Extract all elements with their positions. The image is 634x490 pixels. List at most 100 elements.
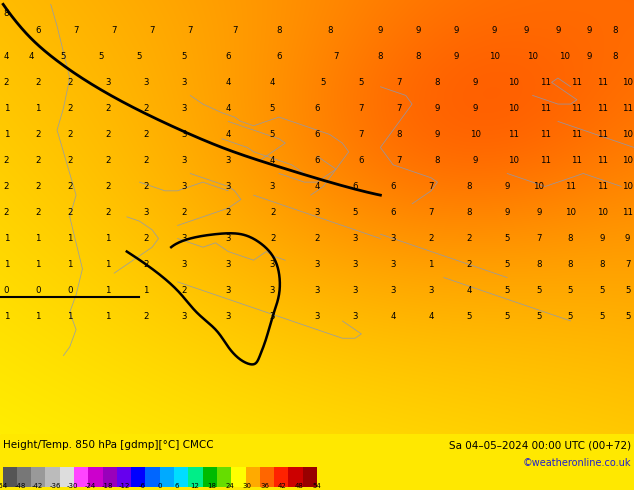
Text: 1: 1 bbox=[36, 234, 41, 243]
Text: 11: 11 bbox=[597, 130, 608, 139]
Text: 3: 3 bbox=[391, 286, 396, 295]
Text: 7: 7 bbox=[397, 104, 402, 113]
Text: 2: 2 bbox=[270, 234, 275, 243]
Text: 6: 6 bbox=[314, 104, 320, 113]
Text: 3: 3 bbox=[226, 182, 231, 191]
Text: 3: 3 bbox=[270, 260, 275, 269]
Text: 2: 2 bbox=[67, 130, 72, 139]
Text: -24: -24 bbox=[84, 483, 96, 489]
Text: 10: 10 bbox=[559, 52, 570, 61]
Text: 1: 1 bbox=[4, 260, 9, 269]
Text: 5: 5 bbox=[505, 260, 510, 269]
Text: 9: 9 bbox=[454, 52, 459, 61]
Bar bbox=[131, 467, 145, 487]
Bar bbox=[203, 467, 217, 487]
Text: 48: 48 bbox=[295, 483, 304, 489]
Text: 3: 3 bbox=[314, 286, 320, 295]
Text: 2: 2 bbox=[36, 130, 41, 139]
Text: 3: 3 bbox=[181, 234, 186, 243]
Text: 2: 2 bbox=[105, 104, 110, 113]
Text: 5: 5 bbox=[505, 286, 510, 295]
Bar bbox=[174, 467, 188, 487]
Text: 1: 1 bbox=[4, 104, 9, 113]
Text: 5: 5 bbox=[600, 312, 605, 321]
Text: 4: 4 bbox=[226, 78, 231, 87]
Bar bbox=[3, 467, 17, 487]
Text: 5: 5 bbox=[99, 52, 104, 61]
Text: 12: 12 bbox=[190, 483, 199, 489]
Text: Sa 04–05–2024 00:00 UTC (00+72): Sa 04–05–2024 00:00 UTC (00+72) bbox=[450, 441, 631, 450]
Text: 8: 8 bbox=[568, 260, 573, 269]
Text: 7: 7 bbox=[397, 78, 402, 87]
Text: 5: 5 bbox=[321, 78, 326, 87]
Bar bbox=[188, 467, 203, 487]
Text: 5: 5 bbox=[270, 130, 275, 139]
Text: 10: 10 bbox=[508, 78, 519, 87]
Text: 6: 6 bbox=[391, 182, 396, 191]
Text: 2: 2 bbox=[67, 104, 72, 113]
Text: 9: 9 bbox=[473, 104, 478, 113]
Text: 2: 2 bbox=[67, 156, 72, 165]
Text: 2: 2 bbox=[143, 312, 148, 321]
Text: 9: 9 bbox=[505, 208, 510, 217]
Text: 2: 2 bbox=[143, 104, 148, 113]
Text: 1: 1 bbox=[4, 130, 9, 139]
Text: 7: 7 bbox=[429, 208, 434, 217]
Text: 10: 10 bbox=[508, 156, 519, 165]
Text: 3: 3 bbox=[181, 312, 186, 321]
Text: 6: 6 bbox=[226, 52, 231, 61]
Text: 2: 2 bbox=[429, 234, 434, 243]
Text: -18: -18 bbox=[101, 483, 113, 489]
Text: 5: 5 bbox=[505, 312, 510, 321]
Text: 2: 2 bbox=[226, 208, 231, 217]
Text: 8: 8 bbox=[397, 130, 402, 139]
Text: 1: 1 bbox=[143, 286, 148, 295]
Text: 6: 6 bbox=[391, 208, 396, 217]
Text: 9: 9 bbox=[524, 26, 529, 35]
Text: 2: 2 bbox=[181, 208, 186, 217]
Text: 3: 3 bbox=[105, 78, 110, 87]
Text: 4: 4 bbox=[4, 52, 9, 61]
Text: -48: -48 bbox=[15, 483, 26, 489]
Text: 3: 3 bbox=[181, 130, 186, 139]
Text: 9: 9 bbox=[587, 52, 592, 61]
Text: 3: 3 bbox=[314, 312, 320, 321]
Text: 5: 5 bbox=[467, 312, 472, 321]
Bar bbox=[231, 467, 245, 487]
Bar bbox=[60, 467, 74, 487]
Bar bbox=[145, 467, 160, 487]
Text: 9: 9 bbox=[473, 156, 478, 165]
Text: 2: 2 bbox=[143, 234, 148, 243]
Text: 2: 2 bbox=[143, 182, 148, 191]
Bar bbox=[31, 467, 46, 487]
Text: 8: 8 bbox=[467, 208, 472, 217]
Text: 3: 3 bbox=[226, 286, 231, 295]
Text: 7: 7 bbox=[429, 182, 434, 191]
Bar bbox=[117, 467, 131, 487]
Text: 9: 9 bbox=[600, 234, 605, 243]
Text: 9: 9 bbox=[416, 26, 421, 35]
Text: -36: -36 bbox=[49, 483, 61, 489]
Text: 5: 5 bbox=[61, 52, 66, 61]
Text: 6: 6 bbox=[353, 182, 358, 191]
Text: 10: 10 bbox=[622, 182, 633, 191]
Text: 1: 1 bbox=[105, 234, 110, 243]
Text: 2: 2 bbox=[36, 78, 41, 87]
Text: 0: 0 bbox=[157, 483, 162, 489]
Text: 0: 0 bbox=[4, 286, 9, 295]
Text: 8: 8 bbox=[416, 52, 421, 61]
Text: 2: 2 bbox=[143, 156, 148, 165]
Text: 8: 8 bbox=[612, 26, 618, 35]
Text: 36: 36 bbox=[260, 483, 269, 489]
Text: 2: 2 bbox=[143, 130, 148, 139]
Text: 4: 4 bbox=[270, 78, 275, 87]
Text: 10: 10 bbox=[527, 52, 538, 61]
Text: 9: 9 bbox=[435, 130, 440, 139]
Text: 2: 2 bbox=[67, 208, 72, 217]
Text: 6: 6 bbox=[314, 156, 320, 165]
Text: 7: 7 bbox=[333, 52, 339, 61]
Text: 11: 11 bbox=[571, 78, 583, 87]
Text: 3: 3 bbox=[226, 312, 231, 321]
Text: 11: 11 bbox=[540, 104, 551, 113]
Text: 1: 1 bbox=[36, 312, 41, 321]
